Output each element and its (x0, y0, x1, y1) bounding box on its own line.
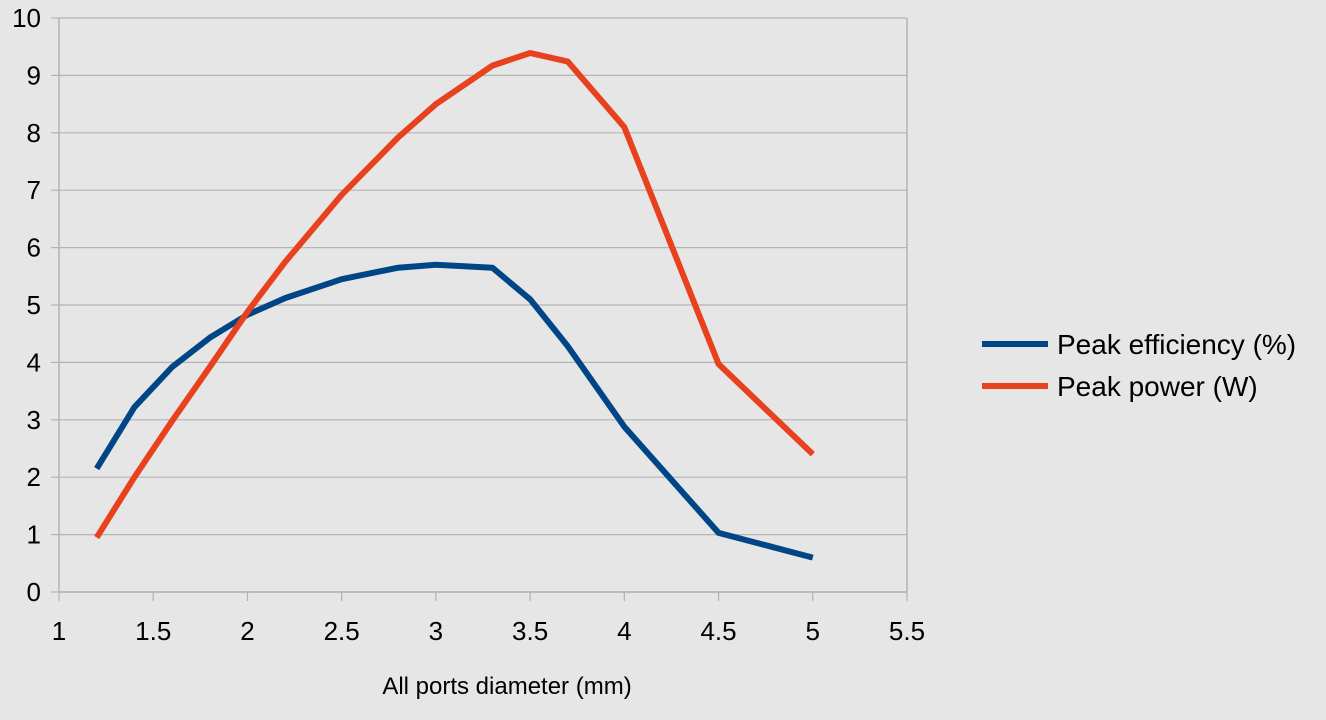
series-line-1 (94, 261, 814, 561)
x-tick-label: 1.5 (135, 616, 171, 646)
y-tick-label: 8 (27, 118, 41, 148)
y-tick-label: 1 (27, 520, 41, 550)
y-tick-label: 2 (27, 462, 41, 492)
y-tick-label: 4 (27, 347, 41, 377)
x-tick-label: 3.5 (512, 616, 548, 646)
y-axis-tick-labels: 0 1 2 3 4 5 6 7 8 9 10 (12, 3, 41, 607)
legend: Peak efficiency (%) Peak power (W) (982, 329, 1296, 402)
y-tick-label: 5 (27, 290, 41, 320)
x-axis-title: All ports diameter (mm) (382, 673, 631, 700)
y-tick-label: 7 (27, 175, 41, 205)
y-tick-label: 9 (27, 60, 41, 90)
y-tick-label: 10 (12, 3, 41, 33)
series-line-2 (94, 50, 815, 540)
x-tick-label: 2 (240, 616, 254, 646)
x-tick-label: 1 (52, 616, 66, 646)
legend-label-2: Peak power (W) (1057, 371, 1258, 402)
x-tick-label: 2.5 (324, 616, 360, 646)
y-tick-label: 0 (27, 577, 41, 607)
x-tick-label: 5.5 (889, 616, 925, 646)
series-layer (94, 50, 815, 561)
x-tick-label: 3 (429, 616, 443, 646)
x-tick-label: 4 (617, 616, 631, 646)
y-tick-label: 6 (27, 233, 41, 263)
x-tick-label: 4.5 (700, 616, 736, 646)
x-tick-label: 5 (806, 616, 820, 646)
axes (58, 18, 908, 601)
plot-area (51, 17, 908, 601)
x-axis-tick-labels: 1 1.5 2 2.5 3 3.5 4 4.5 5 5.5 (52, 616, 925, 646)
legend-label-1: Peak efficiency (%) (1057, 329, 1296, 360)
y-tick-label: 3 (27, 405, 41, 435)
